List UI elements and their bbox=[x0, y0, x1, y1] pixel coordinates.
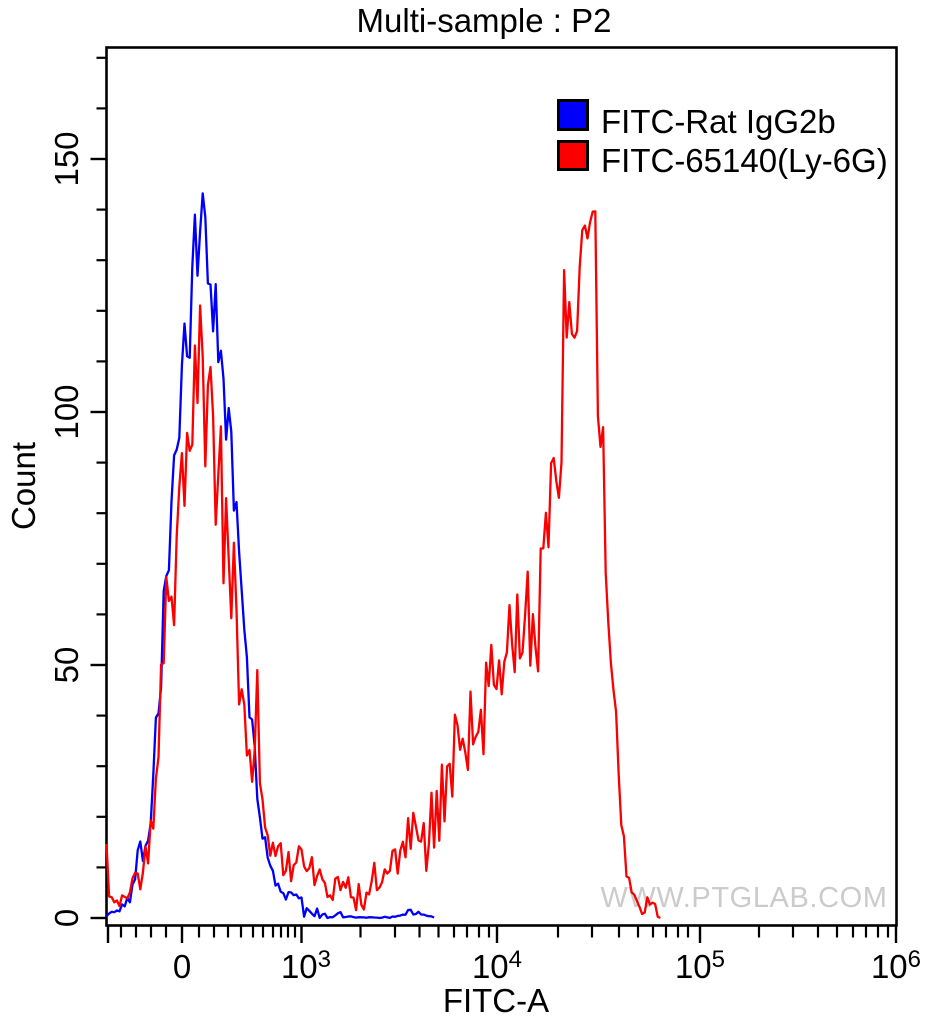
svg-text:50: 50 bbox=[48, 647, 85, 684]
svg-text:WWW.PTGLAB.COM: WWW.PTGLAB.COM bbox=[600, 882, 887, 914]
svg-text:0: 0 bbox=[173, 948, 191, 985]
svg-text:FITC-A: FITC-A bbox=[443, 982, 549, 1019]
svg-text:Count: Count bbox=[5, 442, 42, 530]
svg-text:100: 100 bbox=[48, 384, 85, 439]
svg-text:150: 150 bbox=[48, 131, 85, 186]
svg-text:103: 103 bbox=[281, 946, 331, 985]
svg-text:Multi-sample : P2: Multi-sample : P2 bbox=[357, 2, 612, 39]
svg-text:FITC-65140(Ly-6G): FITC-65140(Ly-6G) bbox=[601, 142, 888, 179]
svg-text:FITC-Rat IgG2b: FITC-Rat IgG2b bbox=[601, 103, 836, 140]
svg-text:0: 0 bbox=[48, 909, 85, 927]
